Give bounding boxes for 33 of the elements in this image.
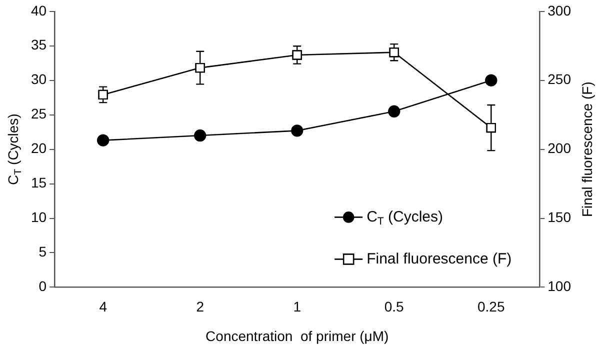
y2-tick-label: 100	[548, 278, 572, 294]
y-tick-label: 20	[30, 140, 47, 156]
y2-tick-label: 150	[548, 209, 572, 226]
y-tick-label: 35	[30, 36, 47, 53]
y-tick-label: 30	[30, 71, 47, 88]
x-tick-label: 2	[196, 298, 204, 314]
point	[486, 122, 496, 133]
point	[96, 134, 110, 146]
point	[388, 105, 400, 118]
y-tick-label: 5	[38, 244, 47, 260]
x-axis-title: Concentration of primer (μM)	[206, 328, 389, 344]
legend-label: Final fluorescence (F)	[366, 250, 512, 268]
y-axis-title: CT (Cycles)	[4, 114, 24, 185]
y-tick-label: 0	[38, 278, 47, 294]
point	[291, 124, 304, 137]
point	[485, 74, 498, 86]
point	[194, 129, 206, 142]
x-tick-label: 0.25	[478, 298, 505, 314]
x-tick-label: 1	[293, 298, 302, 314]
point	[98, 90, 108, 100]
y-tick-label: 40	[30, 2, 47, 18]
x-tick-label: 0.5	[384, 298, 404, 314]
y2-axis-title: Final fluorescence (F)	[578, 82, 595, 217]
y-tick-label: 15	[30, 174, 47, 191]
x-tick-label: 4	[99, 298, 108, 314]
point	[389, 48, 399, 58]
y-tick-label: 25	[30, 106, 47, 122]
y2-tick-label: 200	[548, 140, 572, 156]
y2-tick-label: 250	[548, 71, 572, 88]
y2-tick-label: 300	[548, 2, 572, 18]
point	[292, 50, 302, 60]
point	[195, 62, 205, 73]
y-tick-label: 10	[30, 209, 47, 226]
